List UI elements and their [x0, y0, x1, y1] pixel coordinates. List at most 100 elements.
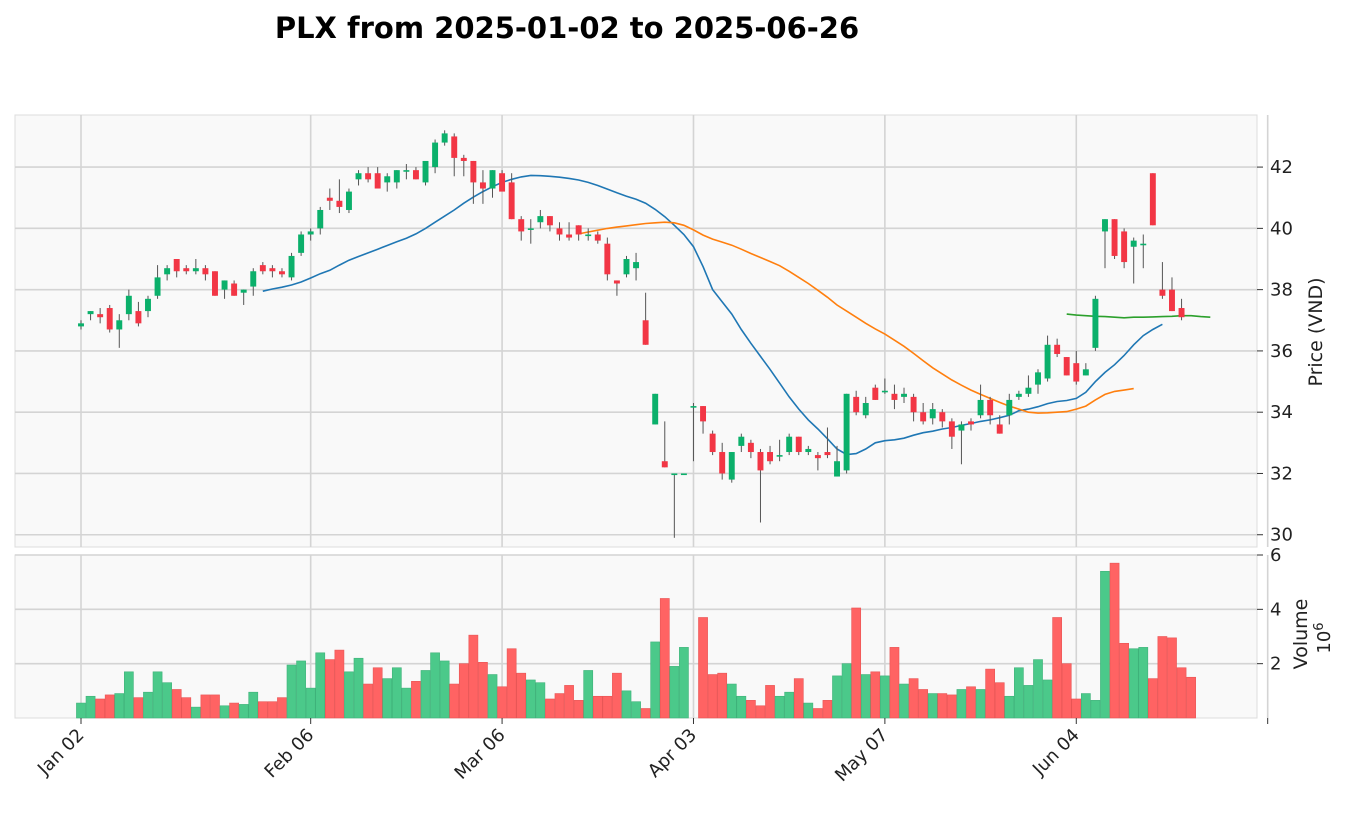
moving-average-line [578, 221, 1134, 414]
volume-bar [717, 672, 728, 719]
volume-bar [1023, 685, 1034, 719]
candle-body [288, 255, 295, 278]
candle-body [240, 289, 247, 293]
volume-bar [324, 659, 335, 719]
candle-body [1111, 219, 1118, 256]
candle-body [537, 216, 544, 223]
candle-body [441, 133, 448, 143]
volume-bar [1090, 700, 1101, 719]
volume-bar [1128, 648, 1139, 719]
candle-body [948, 421, 955, 437]
candle-body [546, 216, 553, 226]
volume-bar [813, 708, 823, 719]
x-tick-label: Mar 06 [451, 725, 510, 784]
volume-bar [899, 683, 909, 719]
volume-bar [659, 598, 670, 719]
volume-bar [784, 691, 795, 719]
volume-bar [851, 607, 862, 719]
volume-bar [1119, 642, 1129, 719]
volume-exponent-label: 106 [1312, 622, 1335, 653]
price-tick-label: 32 [1270, 463, 1293, 484]
x-tick-label: Feb 06 [261, 725, 319, 783]
price-panel [14, 114, 1258, 548]
candle-body [776, 455, 783, 457]
candle-body [795, 436, 802, 453]
candle-body [585, 234, 592, 237]
candle-body [1025, 387, 1032, 394]
volume-bar [497, 686, 507, 719]
volume-axis-label: Volume [1290, 599, 1312, 670]
candle-body [212, 271, 218, 296]
candle-body [996, 424, 1003, 434]
volume-bar [391, 667, 402, 719]
candle-body [575, 225, 582, 235]
candle-body [269, 268, 276, 272]
volume-bar [583, 670, 594, 719]
volume-bar [76, 702, 86, 719]
candle-body [671, 473, 678, 476]
candle-body [757, 452, 764, 471]
volume-bar [612, 672, 622, 719]
moving-average-line [1066, 313, 1211, 319]
candle-body [374, 173, 381, 189]
volume-bar [95, 698, 105, 719]
candle-body [183, 268, 190, 272]
volume-bar [315, 652, 326, 719]
candle-body [929, 409, 936, 419]
volume-bar [1081, 693, 1091, 719]
volume-bar [200, 694, 211, 719]
candle-body [154, 277, 161, 296]
volume-bar [449, 683, 460, 719]
candle-body [393, 170, 400, 183]
candles [78, 130, 1185, 538]
candle-body [719, 452, 726, 474]
candle-body [365, 173, 372, 180]
volume-bar [143, 691, 153, 719]
candle-body [202, 268, 209, 275]
candle-body [250, 271, 257, 287]
volume-bar [382, 678, 393, 719]
grid-lines [15, 115, 1269, 718]
volume-bar [171, 689, 182, 719]
candle-body [279, 271, 285, 275]
candle-body [939, 412, 946, 422]
candle-body [432, 142, 439, 168]
candle-body [977, 399, 984, 416]
volume-bar [190, 706, 201, 719]
candle-body [345, 191, 352, 210]
volume-bar [1100, 570, 1110, 719]
volume-bar [506, 648, 517, 719]
candle-body [422, 160, 429, 183]
candle-body [910, 396, 917, 413]
volume-bar [344, 671, 354, 719]
volume-bar [650, 641, 661, 719]
candle-body [106, 308, 113, 330]
moving-average-line [262, 174, 1163, 456]
volume-bar [257, 701, 268, 719]
price-tick-label: 34 [1270, 402, 1293, 423]
volume-bar [439, 660, 450, 719]
volume-bar [487, 674, 498, 719]
candle-body [613, 280, 620, 284]
volume-bar [602, 695, 613, 719]
volume-bar [1042, 679, 1053, 719]
candle-body [1159, 289, 1166, 296]
chart-title: PLX from 2025-01-02 to 2025-06-26 [275, 11, 859, 45]
volume-bar [918, 689, 929, 719]
volume-bars [76, 562, 1196, 719]
candle-body [738, 436, 745, 446]
candle-body [872, 387, 879, 400]
volume-bar [85, 695, 96, 719]
candle-body [958, 424, 965, 431]
volume-bar [755, 705, 766, 719]
candle-body [192, 268, 199, 272]
volume-bar [277, 697, 287, 719]
volume-bar [219, 705, 230, 719]
volume-bar [238, 704, 249, 719]
volume-bar [411, 681, 421, 719]
volume-bar [516, 672, 527, 719]
volume-bar [1109, 562, 1120, 719]
volume-bar [1033, 659, 1043, 719]
candle-body [862, 403, 869, 416]
volume-bar [841, 663, 852, 719]
